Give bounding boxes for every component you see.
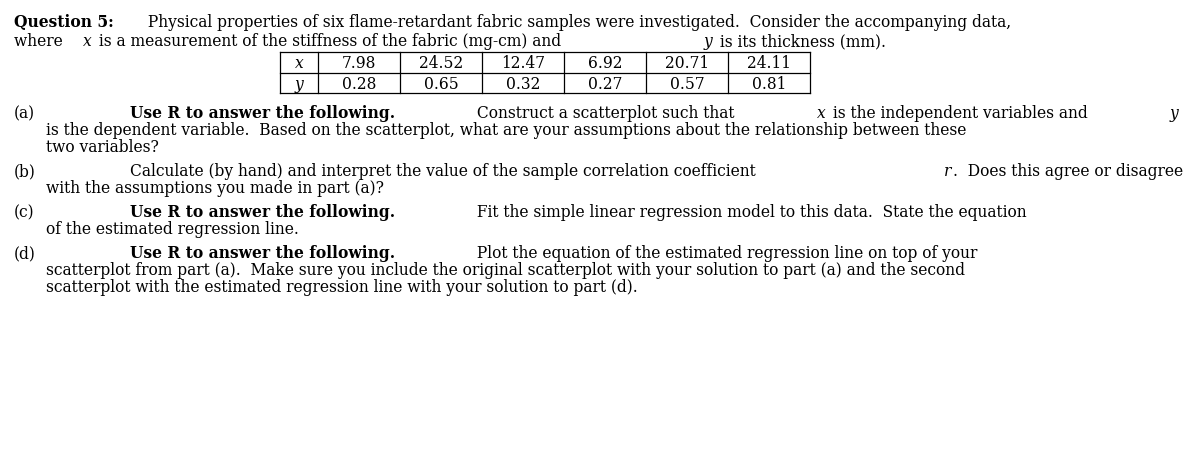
- Text: Use R to answer the following.: Use R to answer the following.: [130, 204, 395, 221]
- Text: is the dependent variable.  Based on the scatterplot, what are your assumptions : is the dependent variable. Based on the …: [46, 122, 966, 139]
- Text: scatterplot with the estimated regression line with your solution to part (d).: scatterplot with the estimated regressio…: [46, 279, 637, 296]
- Text: 24.52: 24.52: [419, 55, 463, 72]
- Text: two variables?: two variables?: [46, 139, 158, 156]
- Text: 24.11: 24.11: [746, 55, 791, 72]
- Text: 0.27: 0.27: [588, 76, 622, 93]
- Text: Use R to answer the following.: Use R to answer the following.: [130, 105, 395, 122]
- Text: x: x: [295, 55, 304, 72]
- Text: of the estimated regression line.: of the estimated regression line.: [46, 221, 299, 238]
- Text: 7.98: 7.98: [342, 55, 376, 72]
- Text: 12.47: 12.47: [502, 55, 545, 72]
- Text: Plot the equation of the estimated regression line on top of your: Plot the equation of the estimated regre…: [472, 245, 978, 262]
- Text: y: y: [703, 33, 713, 50]
- Text: x: x: [817, 105, 826, 122]
- Text: Use R to answer the following.: Use R to answer the following.: [130, 245, 395, 262]
- Text: is the independent variables and: is the independent variables and: [828, 105, 1093, 122]
- Text: 0.32: 0.32: [506, 76, 540, 93]
- Text: 0.81: 0.81: [752, 76, 786, 93]
- Text: Question 5:: Question 5:: [14, 14, 114, 31]
- Text: .  Does this agree or disagree: . Does this agree or disagree: [953, 163, 1183, 180]
- Text: (c): (c): [14, 204, 35, 221]
- Text: x: x: [83, 33, 92, 50]
- Text: y: y: [1170, 105, 1178, 122]
- Text: 0.57: 0.57: [670, 76, 704, 93]
- Text: 20.71: 20.71: [665, 55, 709, 72]
- Text: where: where: [14, 33, 67, 50]
- Text: (b): (b): [14, 163, 36, 180]
- Text: Fit the simple linear regression model to this data.  State the equation: Fit the simple linear regression model t…: [472, 204, 1027, 221]
- Text: 0.65: 0.65: [424, 76, 458, 93]
- Text: is its thickness (mm).: is its thickness (mm).: [715, 33, 886, 50]
- Text: Calculate (by hand) and interpret the value of the sample correlation coefficien: Calculate (by hand) and interpret the va…: [130, 163, 761, 180]
- Text: with the assumptions you made in part (a)?: with the assumptions you made in part (a…: [46, 180, 384, 197]
- Text: (d): (d): [14, 245, 36, 262]
- Text: 0.28: 0.28: [342, 76, 376, 93]
- Text: Construct a scatterplot such that: Construct a scatterplot such that: [472, 105, 739, 122]
- Text: y: y: [295, 76, 304, 93]
- Text: is a measurement of the stiffness of the fabric (mg-cm) and: is a measurement of the stiffness of the…: [95, 33, 566, 50]
- Text: Physical properties of six flame-retardant fabric samples were investigated.  Co: Physical properties of six flame-retarda…: [143, 14, 1010, 31]
- Text: r: r: [943, 163, 952, 180]
- Text: scatterplot from part (a).  Make sure you include the original scatterplot with : scatterplot from part (a). Make sure you…: [46, 262, 965, 279]
- Text: (a): (a): [14, 105, 35, 122]
- Text: 6.92: 6.92: [588, 55, 623, 72]
